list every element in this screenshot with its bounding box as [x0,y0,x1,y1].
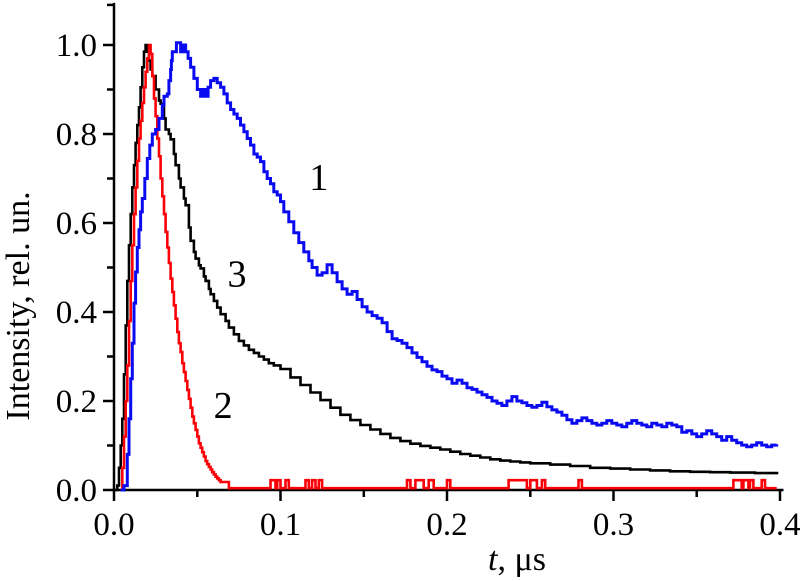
x-tick-label: 0.3 [593,507,634,543]
curve-1-label: 1 [309,157,328,199]
x-axis-title-unit: , μs [497,541,545,578]
y-tick-label: 0.6 [56,206,97,242]
curve-2-line [120,43,777,492]
x-tick-label: 0.2 [426,507,467,543]
y-tick-label: 0.0 [56,473,97,509]
curve-2-label: 2 [214,385,233,427]
y-tick-label: 0.4 [56,295,97,331]
y-axis-title: Intensity, rel. un. [0,191,37,420]
x-axis-title: t, μs [488,541,546,578]
x-tick-label: 0.1 [260,507,301,543]
curve-1-line [120,41,779,492]
x-tick-label: 0.0 [93,507,134,543]
curve-3-line [114,43,779,492]
y-tick-label: 0.8 [56,117,97,153]
x-tick-label: 0.4 [759,507,800,543]
curve-3-label: 3 [228,253,247,295]
y-tick-label: 1.0 [56,28,97,64]
x-axis-title-variable: t [488,541,499,578]
y-tick-label: 0.2 [56,384,97,420]
